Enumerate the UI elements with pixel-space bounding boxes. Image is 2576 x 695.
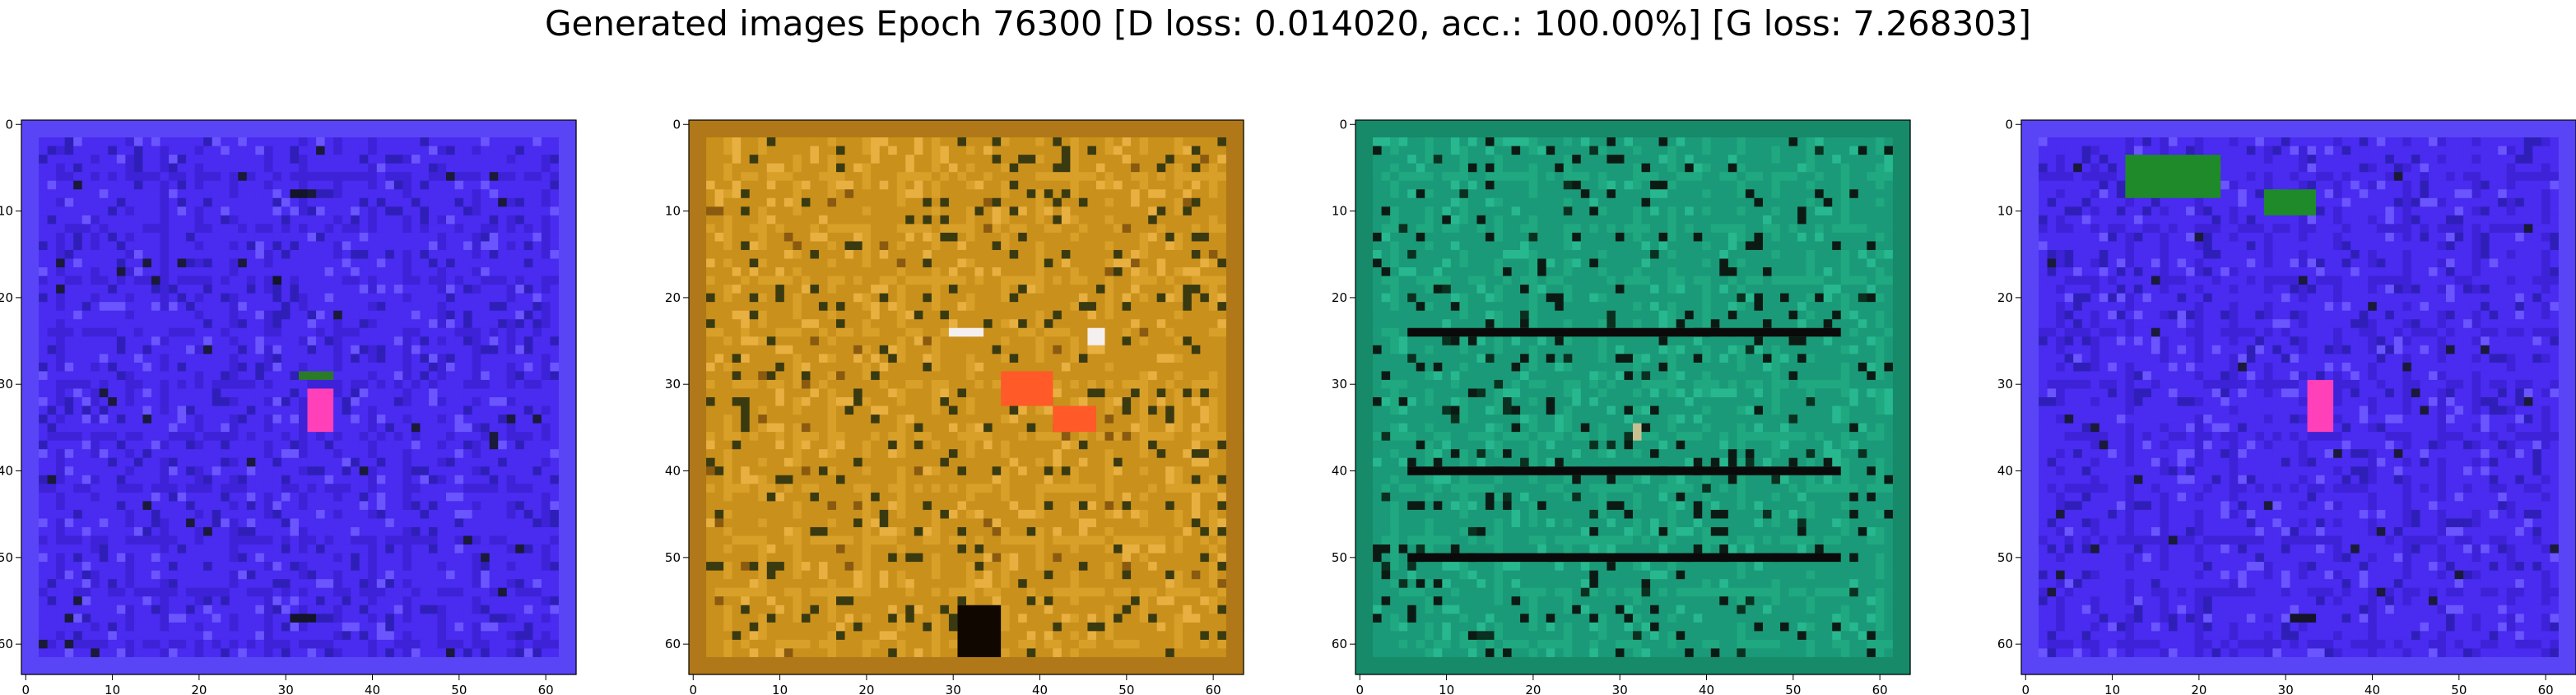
generated-image-1-xtick-label-10: 10	[105, 683, 120, 695]
generated-image-1-xtick-label-20: 20	[191, 683, 207, 695]
generated-image-3-ytick-label-0: 0	[1339, 117, 1347, 132]
generated-image-3-feature-3	[1633, 423, 1642, 441]
generated-image-1-feature-3	[290, 614, 317, 623]
generated-image-1-xtick-label-40: 40	[365, 683, 380, 695]
generated-image-3-ytick-label-30: 30	[1332, 377, 1347, 392]
generated-image-4-xtick-label-20: 20	[2191, 683, 2206, 695]
generated-image-2-xtick-label-0: 0	[689, 683, 697, 695]
generated-image-4-xtick-label-30: 30	[2278, 683, 2294, 695]
generated-image-1-xtick-label-50: 50	[451, 683, 467, 695]
generated-image-3-feature-1	[1407, 466, 1841, 475]
generated-image-3-xtick-label-20: 20	[1525, 683, 1541, 695]
generated-image-4-ytick-label-40: 40	[1997, 464, 2013, 479]
generated-image-2-frame	[688, 119, 1244, 675]
generated-image-2-ytick-label-50: 50	[665, 550, 681, 565]
generated-image-2-pixels	[689, 120, 1244, 675]
generated-image-4-ytick-label-0: 0	[2005, 117, 2013, 132]
generated-image-1-feature-0	[307, 388, 334, 433]
generated-image-3-xtick-label-40: 40	[1699, 683, 1714, 695]
generated-image-4-feature-1	[2263, 189, 2317, 215]
generated-image-2-feature-0	[1001, 371, 1053, 406]
generated-image-3-feature-2	[1407, 553, 1841, 563]
generated-image-4-feature-3	[2290, 614, 2317, 623]
generated-image-4-feature-0	[2125, 155, 2221, 198]
generated-image-4-pixels	[2021, 120, 2576, 675]
generated-image-1-xtick-label-30: 30	[278, 683, 294, 695]
generated-image-2-ytick-label-30: 30	[665, 377, 681, 392]
generated-image-1-frame	[21, 119, 577, 675]
generated-image-4-xtick-label-60: 60	[2538, 683, 2554, 695]
figure-title: Generated images Epoch 76300 [D loss: 0.…	[544, 3, 2032, 44]
generated-image-1-feature-2	[290, 189, 308, 198]
generated-image-2-feature-1	[1053, 405, 1096, 433]
generated-image-1-xtick-label-60: 60	[538, 683, 554, 695]
generated-image-3-xtick-label-50: 50	[1785, 683, 1801, 695]
generated-image-3-ytick-label-40: 40	[1332, 464, 1347, 479]
generated-image-1-feature-4	[272, 276, 281, 285]
generated-image-2-ytick-label-0: 0	[672, 117, 681, 132]
generated-image-1-ytick-label-50: 50	[0, 550, 13, 565]
generated-image-2-ytick-label-60: 60	[665, 637, 681, 651]
generated-image-4-ytick-label-30: 30	[1997, 377, 2013, 392]
generated-image-3-ytick-label-60: 60	[1332, 637, 1347, 651]
generated-image-3-frame	[1355, 119, 1911, 675]
generated-image-2-xtick-label-50: 50	[1118, 683, 1134, 695]
generated-image-3-ytick-label-50: 50	[1332, 550, 1347, 565]
generated-image-4-ytick-label-50: 50	[1997, 550, 2013, 565]
generated-image-4: 0 10 20 30 40 50 60 0 10 20 30 40 50 60	[1997, 117, 2576, 695]
generated-image-4-xtick-label-50: 50	[2451, 683, 2467, 695]
generated-image-2-xtick-label-60: 60	[1206, 683, 1221, 695]
generated-image-1-ytick-label-10: 10	[0, 204, 13, 219]
generated-image-1-ytick-label-20: 20	[0, 290, 13, 305]
generated-image-3-xtick-label-10: 10	[1439, 683, 1454, 695]
generated-image-3-xtick-label-0: 0	[1355, 683, 1364, 695]
generated-image-4-ytick-label-60: 60	[1997, 637, 2013, 651]
generated-image-1: 0 10 20 30 40 50 60 0 10 20 30 40 50 60	[0, 117, 577, 695]
generated-image-4-ytick-label-20: 20	[1997, 290, 2013, 305]
generated-image-2-feature-2	[957, 605, 1002, 657]
generated-image-3-feature-0	[1407, 327, 1841, 337]
generated-image-4-xtick-label-0: 0	[2021, 683, 2030, 695]
generated-image-1-ytick-label-30: 30	[0, 377, 13, 392]
generated-image-2-xtick-label-40: 40	[1032, 683, 1048, 695]
generated-image-4-xtick-label-40: 40	[2364, 683, 2380, 695]
generated-image-2-ytick-label-40: 40	[665, 464, 681, 479]
generated-image-2-feature-4	[1087, 327, 1105, 345]
generated-image-3-ytick-label-20: 20	[1332, 290, 1347, 305]
generated-image-4-frame	[2020, 119, 2576, 675]
generated-image-3-ytick-label-10: 10	[1332, 204, 1347, 219]
generated-image-3: 0 10 20 30 40 50 60 0 10 20 30 40 50 60	[1332, 117, 1911, 695]
generated-image-1-ytick-label-60: 60	[0, 637, 13, 651]
generated-image-2-xtick-label-20: 20	[858, 683, 874, 695]
generated-image-2-xtick-label-30: 30	[946, 683, 961, 695]
generated-image-1-pixels	[21, 120, 577, 675]
generated-image-1-feature-1	[299, 371, 334, 380]
generated-image-4-xtick-label-10: 10	[2104, 683, 2120, 695]
generated-image-3-xtick-label-30: 30	[1612, 683, 1628, 695]
generated-image-1-ytick-label-0: 0	[5, 117, 13, 132]
generated-image-3-xtick-label-60: 60	[1872, 683, 1888, 695]
generated-image-1-xtick-label-0: 0	[21, 683, 30, 695]
generated-image-3-pixels	[1355, 120, 1911, 675]
generated-image-2-ytick-label-10: 10	[665, 204, 681, 219]
generated-image-4-ytick-label-10: 10	[1997, 204, 2013, 219]
generated-image-2-ytick-label-20: 20	[665, 290, 681, 305]
generated-image-2-feature-3	[948, 327, 984, 337]
generated-image-4-feature-2	[2307, 379, 2334, 433]
generated-image-2: 0 10 20 30 40 50 60 0 10 20 30 40 50 60	[665, 117, 1244, 695]
generated-image-1-ytick-label-40: 40	[0, 464, 13, 479]
generated-image-2-xtick-label-10: 10	[772, 683, 788, 695]
